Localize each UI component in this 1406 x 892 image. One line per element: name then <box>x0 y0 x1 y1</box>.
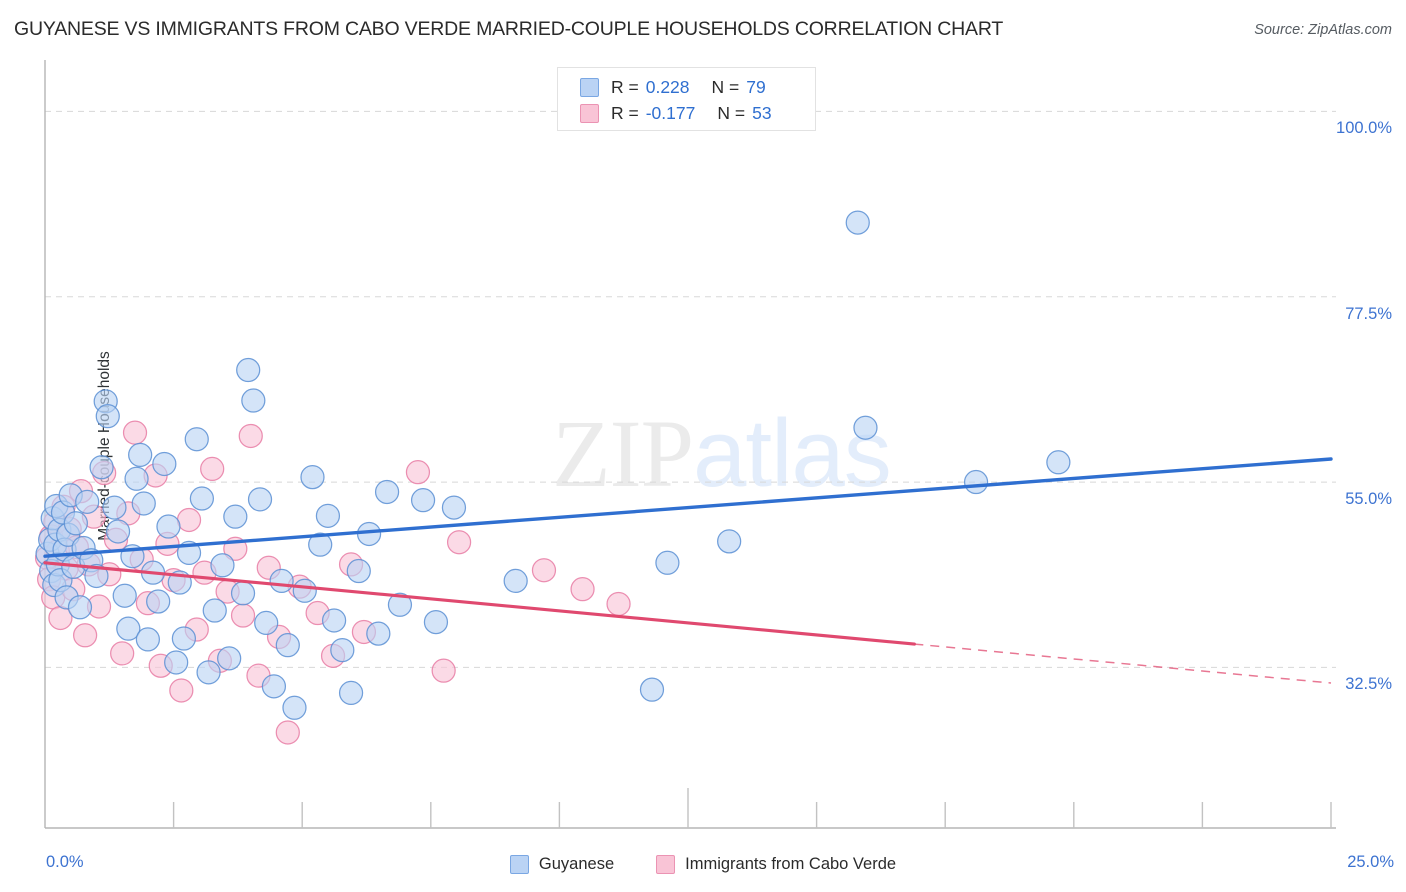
x-tick-label-max: 25.0% <box>1347 853 1394 871</box>
x-tick-label-min: 0.0% <box>46 853 84 871</box>
legend-item-cabo-verde[interactable]: Immigrants from Cabo Verde <box>656 855 896 874</box>
r-label-cabo-verde: R = <box>611 102 639 123</box>
y-tick-label-32-5: 32.5% <box>1345 675 1392 694</box>
legend-item-guyanese[interactable]: Guyanese <box>509 855 615 874</box>
y-tick-label-100: 100.0% <box>1336 119 1392 138</box>
stats-row-cabo-verde: R = -0.177 N = 53 <box>580 100 772 126</box>
r-value-guyanese: 0.228 <box>645 76 690 97</box>
r-label-guyanese: R = <box>611 76 639 97</box>
legend-color-swatch-guyanese <box>509 855 529 874</box>
correlation-stats-box: R = 0.228 N = 79 R = -0.177 N = 53 <box>557 67 816 131</box>
page-title: GUYANESE VS IMMIGRANTS FROM CABO VERDE M… <box>14 18 1004 40</box>
y-tick-label-77-5: 77.5% <box>1345 304 1392 323</box>
source-attribution: Source: ZipAtlas.com <box>1254 22 1392 38</box>
axis-lines <box>44 60 1336 829</box>
scatter-points-guyanese <box>35 210 1071 720</box>
legend-swatch-cabo-verde <box>580 103 599 123</box>
x-axis-ticks <box>172 788 1332 828</box>
stats-row-guyanese: R = 0.228 N = 79 <box>580 74 766 100</box>
trend-lines <box>43 457 1333 684</box>
n-label-cabo-verde: N = <box>717 102 746 123</box>
scatter-points-immigrants-from-cabo-verde <box>34 420 631 745</box>
legend-label-guyanese: Guyanese <box>538 855 615 873</box>
legend-swatch-guyanese <box>580 77 599 97</box>
r-value-cabo-verde: -0.177 <box>645 102 696 123</box>
n-label-guyanese: N = <box>711 76 740 97</box>
legend-label-cabo-verde: Immigrants from Cabo Verde <box>685 855 897 873</box>
n-value-cabo-verde: 53 <box>752 102 772 123</box>
y-tick-label-55: 55.0% <box>1345 490 1392 509</box>
n-value-guyanese: 79 <box>746 76 766 97</box>
bottom-legend: Guyanese Immigrants from Cabo Verde <box>0 855 1406 874</box>
legend-color-swatch-cabo-verde <box>656 855 676 874</box>
